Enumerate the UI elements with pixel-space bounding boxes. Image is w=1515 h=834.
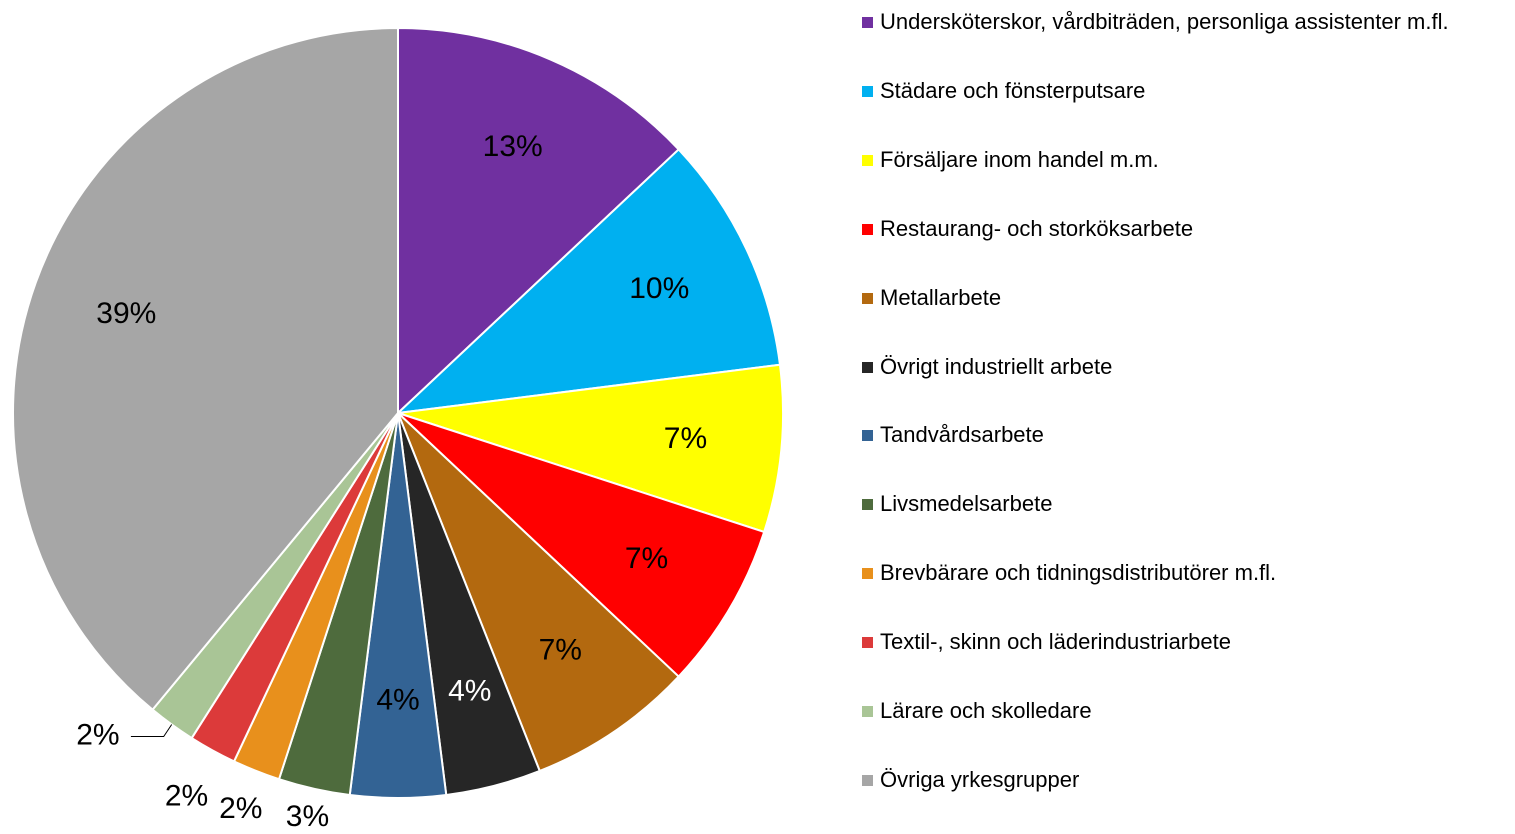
legend-label: Övriga yrkesgrupper — [880, 766, 1080, 792]
legend-label: Livsmedelsarbete — [880, 491, 1053, 517]
legend-swatch — [862, 292, 873, 304]
legend-entry: Övriga yrkesgrupper — [862, 767, 1502, 793]
legend-entry: Städare och fönsterputsare — [862, 78, 1502, 104]
legend-swatch — [862, 223, 873, 235]
data-label: 2% — [219, 792, 262, 825]
legend-entry: Tandvårdsarbete — [862, 422, 1502, 448]
legend-swatch — [862, 85, 873, 97]
data-label: 2% — [165, 780, 208, 813]
legend-entry: Metallarbete — [862, 285, 1502, 311]
pie-slice — [397, 363, 784, 534]
data-label: 10% — [629, 272, 689, 305]
leader-line — [130, 724, 173, 737]
pie-slice — [12, 26, 399, 712]
legend-entry: Restaurang- och storköksarbete — [862, 216, 1502, 242]
data-label: 3% — [286, 800, 329, 833]
legend-swatch — [862, 774, 873, 786]
pie-slice — [397, 412, 766, 678]
legend-swatch — [862, 499, 873, 511]
legend-label: Lärare och skolledare — [880, 698, 1092, 723]
data-label: 4% — [448, 675, 491, 708]
legend-entry: Brevbärare och tidningsdistributörer m.f… — [862, 560, 1502, 586]
legend-swatch — [862, 361, 873, 373]
data-label: 13% — [483, 130, 543, 163]
legend-label: Städare och fönsterputsare — [880, 77, 1146, 103]
pie-slice — [395, 148, 782, 415]
legend-entry: Textil-, skinn och läderindustriarbete — [862, 629, 1502, 655]
legend-label: Undersköterskor, vårdbiträden, personlig… — [880, 9, 1449, 34]
data-label: 7% — [664, 422, 707, 455]
data-label: 7% — [539, 634, 582, 667]
pie-slice — [397, 412, 681, 773]
legend-entry: Försäljare inom handel m.m. — [862, 147, 1502, 173]
legend-swatch — [862, 17, 873, 28]
legend-label: Övrigt industriellt arbete — [880, 353, 1113, 379]
legend-swatch — [862, 430, 873, 442]
legend-label: Restaurang- och storköksarbete — [880, 215, 1194, 241]
legend-entry: Övrigt industriellt arbete — [862, 354, 1502, 380]
legend-entry: Undersköterskor, vårdbiträden, personlig… — [862, 9, 1502, 35]
legend-swatch — [862, 154, 873, 166]
data-label: 2% — [76, 718, 119, 751]
legend-entry: Lärare och skolledare — [862, 698, 1502, 724]
chart: 13% 10% 7% 7% 7% 4% 4% 39% 3% 2% 2% 2% — [12, 26, 784, 833]
legend-swatch — [862, 706, 873, 717]
legend-swatch — [862, 568, 873, 580]
data-label: 7% — [625, 542, 668, 575]
legend-label: Försäljare inom handel m.m. — [880, 146, 1159, 172]
legend-label: Metallarbete — [880, 284, 1002, 310]
legend-label: Tandvårdsarbete — [880, 422, 1044, 448]
pie-slice — [397, 26, 681, 416]
legend-entry: Livsmedelsarbete — [862, 491, 1502, 517]
legend-label: Brevbärare och tidningsdistributörer m.f… — [880, 560, 1277, 586]
legend-swatch — [862, 637, 873, 649]
legend-label: Textil-, skinn och läderindustriarbete — [880, 629, 1231, 655]
data-label: 4% — [376, 684, 419, 717]
data-label: 39% — [96, 297, 156, 330]
